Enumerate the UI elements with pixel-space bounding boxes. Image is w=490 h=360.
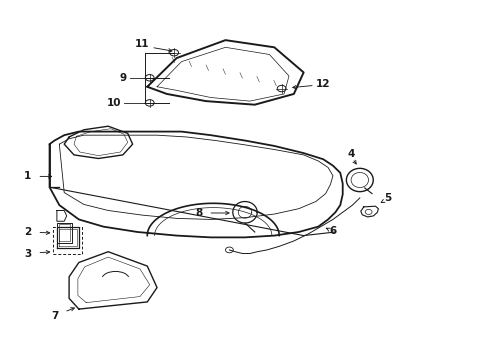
Text: 11: 11 [135, 40, 149, 49]
Text: 5: 5 [385, 193, 392, 203]
Text: 6: 6 [329, 226, 337, 236]
Text: 4: 4 [348, 149, 355, 159]
Text: 3: 3 [24, 248, 31, 258]
Text: 12: 12 [316, 79, 330, 89]
Text: 2: 2 [24, 227, 31, 237]
Text: 9: 9 [119, 73, 126, 83]
Text: 1: 1 [24, 171, 31, 181]
Text: 7: 7 [52, 311, 59, 320]
Text: 8: 8 [195, 208, 202, 218]
Text: 10: 10 [107, 98, 122, 108]
